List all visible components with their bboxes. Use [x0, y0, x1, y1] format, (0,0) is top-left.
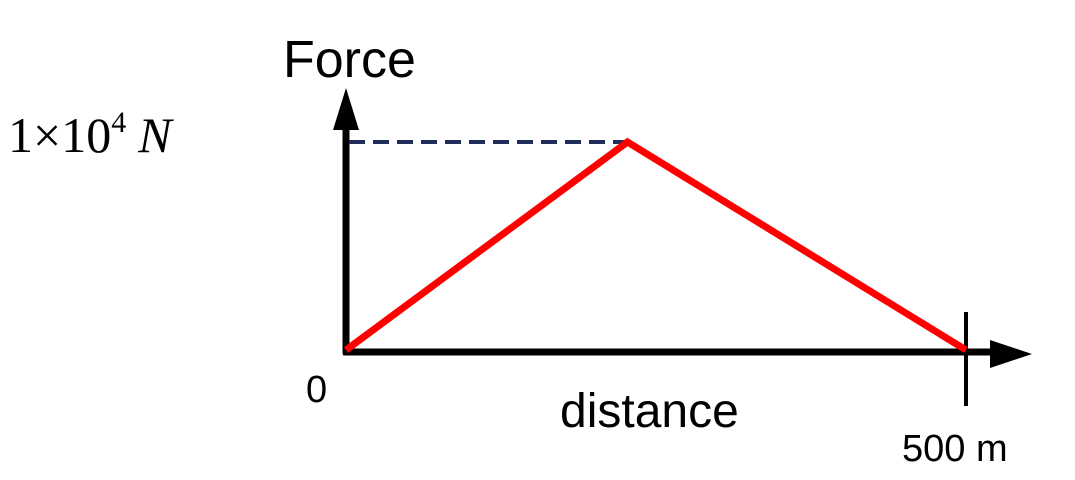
y-axis-arrowhead	[333, 88, 359, 130]
x-axis-arrowhead	[990, 340, 1032, 368]
x-end-tick-label: 500 m	[902, 428, 1008, 470]
force-series-line	[343, 137, 968, 353]
y-peak-tick-label: 1×104 N	[8, 106, 174, 163]
x-axis-label: distance	[560, 385, 739, 438]
origin-tick-label: 0	[306, 369, 327, 411]
y-axis-label: Force	[283, 31, 416, 89]
